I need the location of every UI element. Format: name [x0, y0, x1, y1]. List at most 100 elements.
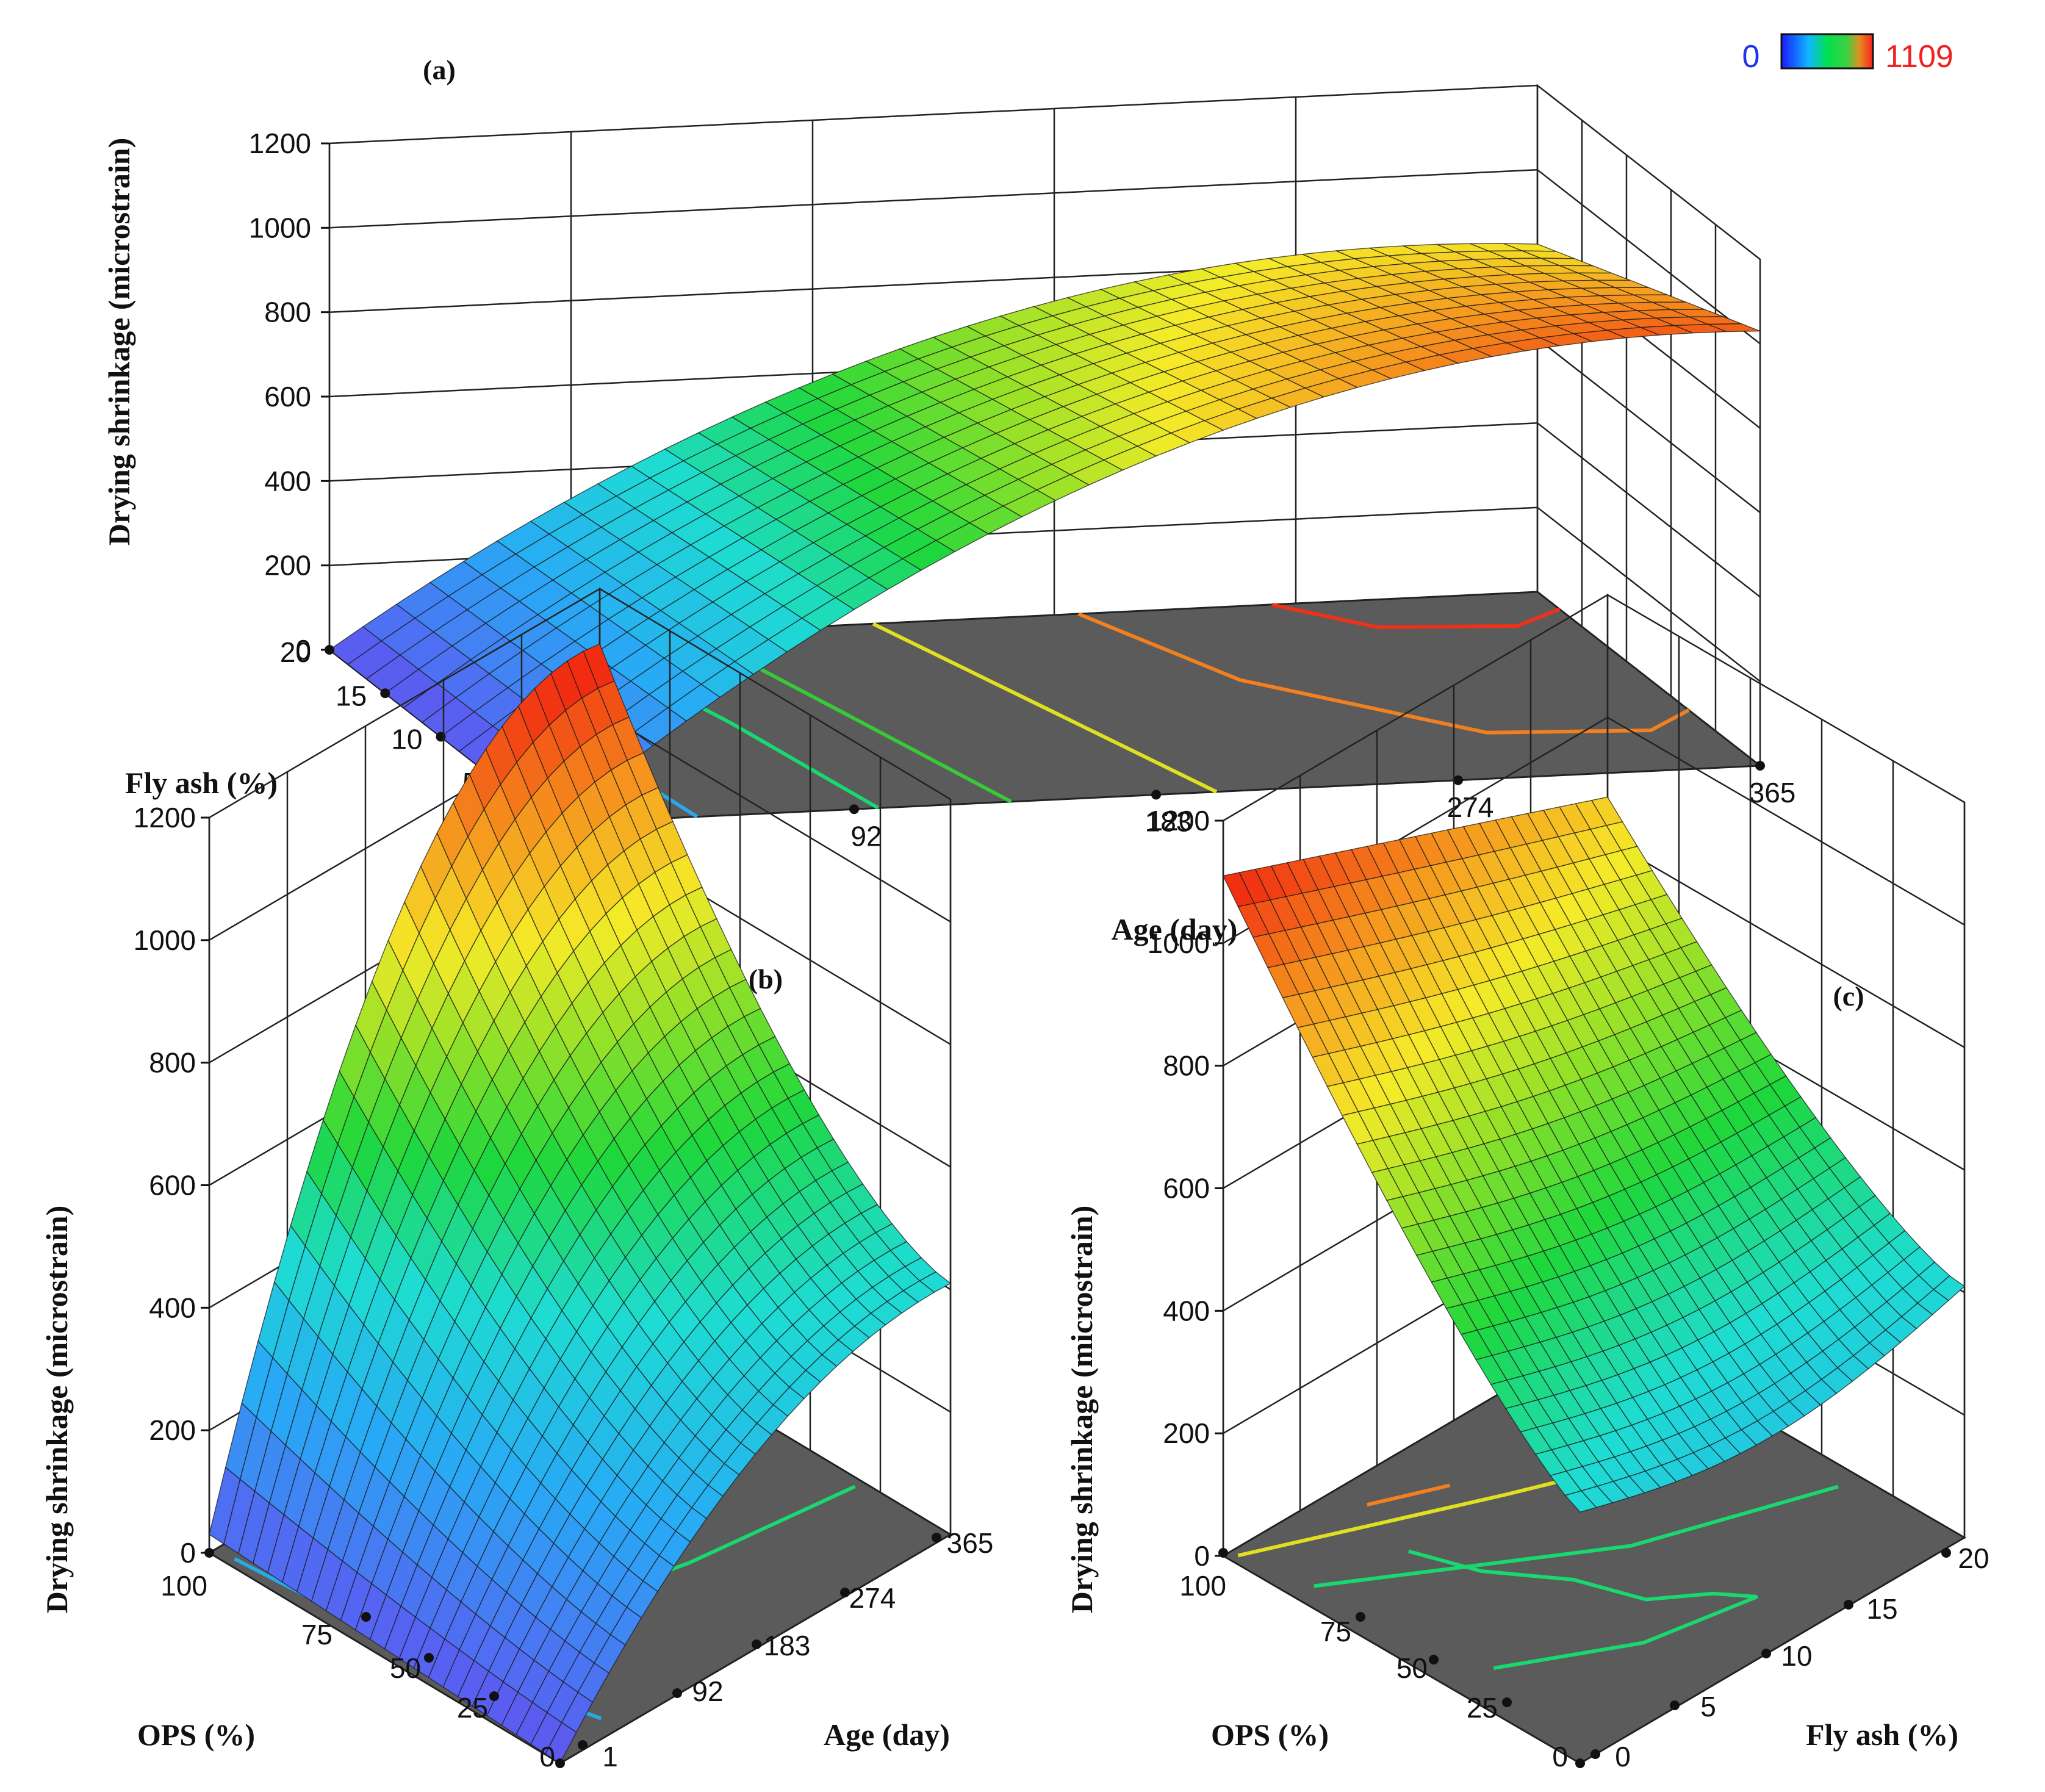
chart-b-y-tick-label: 50 [390, 1652, 421, 1684]
chart-c-x-tick-label: 10 [1781, 1640, 1812, 1672]
chart-a-z-tick-label: 0 [295, 634, 311, 666]
chart-c-y-tick-label: 50 [1396, 1652, 1428, 1684]
chart-c-x-label: Fly ash (%) [1806, 1718, 1958, 1752]
chart-c-x-tick-mark [1590, 1749, 1600, 1759]
chart-b-z-tick-label: 600 [149, 1170, 196, 1201]
chart-a-x-tick-mark [1453, 775, 1463, 785]
chart-a-x-tick-mark [849, 804, 859, 815]
chart-c-surface [1222, 796, 1966, 1513]
chart-c-z-tick-label: 800 [1163, 1050, 1210, 1082]
chart-c-y-tick-label: 75 [1320, 1616, 1351, 1647]
chart-b-y-tick-mark [555, 1758, 565, 1768]
chart-a-grid-line [1537, 338, 1761, 513]
chart-b-z-tick-label: 200 [149, 1414, 196, 1446]
chart-c-x-tick-label: 20 [1958, 1542, 1989, 1574]
chart-c-y-tick-mark [1502, 1697, 1512, 1707]
chart-c-z-ticks: 0 200 400 600 800 1000 1200 [1148, 805, 1223, 1572]
chart-c-y-label: OPS (%) [1211, 1718, 1329, 1752]
chart-b-surface-cell [545, 1722, 577, 1765]
chart-a-z-label: Drying shrinkage (microstrain) [102, 138, 136, 545]
chart-b-z-tick-label: 1200 [134, 802, 196, 833]
chart-c-z-tick-label: 1200 [1148, 805, 1210, 837]
chart-b-y-tick-label: 75 [301, 1619, 332, 1650]
chart-b-y-tick-mark [361, 1612, 371, 1622]
chart-c-y-ticks: 0 25 50 75 100 [1179, 1548, 1585, 1772]
chart-b-y-tick-label: 100 [160, 1570, 207, 1602]
chart-a-x-tick-mark [1755, 761, 1765, 771]
chart-c-y-tick-label: 100 [1179, 1570, 1226, 1602]
chart-a-surface [328, 243, 1761, 824]
chart-b-title: (b) [749, 963, 783, 995]
chart-c-x-tick-mark [1670, 1700, 1680, 1710]
chart-a-x-tick-label: 365 [1749, 777, 1796, 808]
chart-c-y-tick-label: 25 [1467, 1692, 1498, 1724]
chart-b-grid-line [599, 710, 951, 923]
colorbar-legend: 0 1109 [1742, 33, 1953, 74]
chart-c-x-tick-mark [1844, 1600, 1853, 1610]
chart-a-z-ticks: 0 200 400 600 800 1000 1200 [249, 128, 329, 666]
chart-b-z-tick-label: 0 [180, 1537, 196, 1569]
chart-b-y-tick-label: 25 [457, 1692, 488, 1724]
chart-b-y-tick-mark [489, 1691, 499, 1701]
chart-a-y-tick-label: 20 [280, 636, 311, 668]
chart-b-y-tick-mark [424, 1653, 434, 1663]
chart-a-contour-line [872, 622, 1218, 794]
chart-c-z-tick-label: 600 [1163, 1173, 1210, 1204]
chart-b-x-label: Age (day) [824, 1718, 950, 1752]
chart-c-z-label: Drying shrinkage (microstrain) [1065, 1206, 1099, 1613]
colorbar-max-label: 1109 [1885, 39, 1953, 74]
chart-a-contour-line [1077, 612, 1690, 735]
chart-b-x-tick-mark [578, 1740, 588, 1750]
chart-a-y-tick-label: 15 [336, 680, 367, 711]
chart-b-x-tick-mark [752, 1639, 761, 1649]
chart-b-y-tick-label: 0 [539, 1741, 555, 1772]
chart-b-z-label: Drying shrinkage (microstrain) [40, 1206, 74, 1613]
chart-c-title: (c) [1833, 981, 1864, 1012]
chart-c-x-tick-label: 0 [1615, 1741, 1631, 1772]
chart-a-title: (a) [423, 54, 456, 85]
chart-c-x-tick-mark [1761, 1649, 1771, 1658]
chart-a-x-label: Age (day) [1112, 912, 1238, 946]
chart-c-y-tick-mark [1575, 1758, 1585, 1768]
chart-b-x-tick-mark [840, 1588, 850, 1597]
chart-b-x-tick-label: 1 [602, 1741, 618, 1772]
chart-c-contour-line [1367, 1483, 1450, 1507]
chart-c-x-tick-label: 15 [1866, 1593, 1897, 1625]
chart-b-x-tick-label: 183 [764, 1630, 811, 1661]
chart-b-x-tick-mark [672, 1688, 682, 1698]
chart-b-x-tick-label: 92 [692, 1675, 723, 1707]
chart-a-surface-cell [1708, 323, 1761, 333]
chart-c-x-tick-mark [1941, 1548, 1951, 1558]
chart-b-z-ticks: 0 200 400 600 800 1000 1200 [134, 802, 209, 1569]
colorbar-gradient [1780, 33, 1874, 70]
chart-a-y-label: Fly ash (%) [125, 766, 278, 800]
chart-a-z-tick-label: 200 [264, 550, 311, 581]
chart-c-x-ticks: 0 5 10 15 20 [1590, 1542, 1989, 1772]
chart-a-y-tick-mark [380, 688, 390, 699]
chart-a-z-tick-label: 1200 [249, 128, 311, 159]
chart-c: (c) 0 200 400 600 800 1000 1200 0 5 10 15 20 0 25 50… [1065, 593, 1989, 1772]
chart-c-contour-line [1408, 1549, 1758, 1670]
chart-b-z-tick-label: 800 [149, 1047, 196, 1079]
chart-a-grid-line [1537, 169, 1761, 345]
chart-a-z-tick-label: 400 [264, 465, 311, 497]
chart-b-x-tick-label: 365 [947, 1527, 994, 1559]
chart-a-x-tick-mark [1151, 790, 1161, 800]
chart-c-z-tick-label: 200 [1163, 1417, 1210, 1449]
chart-c-y-tick-mark [1218, 1548, 1228, 1558]
chart-a-z-tick-label: 600 [264, 381, 311, 412]
chart-c-contour-line [1314, 1484, 1839, 1588]
chart-a-contour-line [1271, 602, 1561, 630]
chart-c-grid-line [1607, 839, 1965, 1048]
chart-a-grid-line [1537, 422, 1761, 598]
chart-a-grid-line [1537, 506, 1761, 682]
chart-c-z-tick-label: 400 [1163, 1295, 1210, 1326]
chart-c-y-tick-mark [1356, 1612, 1365, 1622]
chart-a-grid-line [329, 169, 1538, 229]
chart-b-x-tick-label: 274 [849, 1582, 896, 1614]
chart-c-y-tick-label: 0 [1552, 1741, 1568, 1772]
chart-a-x-tick-label: 183 [1145, 806, 1192, 838]
chart-c-x-tick-label: 5 [1700, 1691, 1716, 1722]
